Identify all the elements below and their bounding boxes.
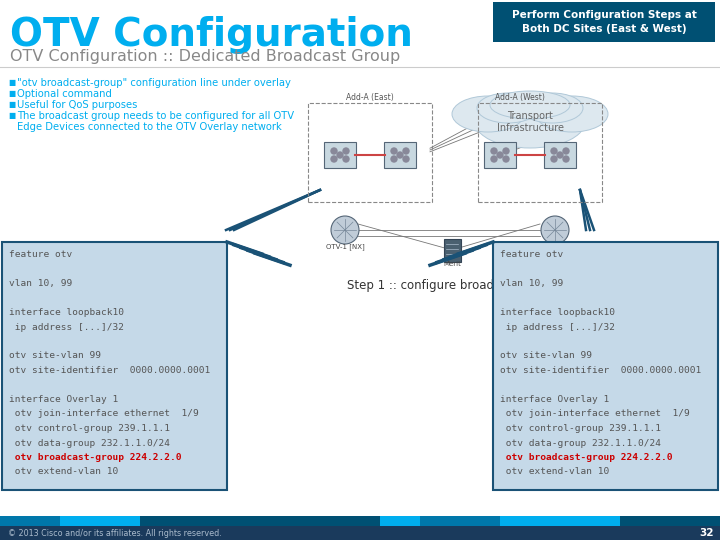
Text: interface Overlay 1: interface Overlay 1 <box>500 395 609 404</box>
Circle shape <box>503 148 509 154</box>
Text: ip address [...]/32: ip address [...]/32 <box>9 322 124 332</box>
FancyBboxPatch shape <box>544 142 576 168</box>
Text: otv control-group 239.1.1.1: otv control-group 239.1.1.1 <box>500 424 661 433</box>
Circle shape <box>551 156 557 162</box>
Text: ■: ■ <box>8 100 15 109</box>
Bar <box>140 516 380 526</box>
Text: © 2013 Cisco and/or its affiliates. All rights reserved.: © 2013 Cisco and/or its affiliates. All … <box>8 529 222 537</box>
Circle shape <box>403 156 409 162</box>
Circle shape <box>331 156 337 162</box>
Text: otv join-interface ethernet  1/9: otv join-interface ethernet 1/9 <box>9 409 199 418</box>
Bar <box>0 516 60 526</box>
Circle shape <box>563 148 569 154</box>
Circle shape <box>491 156 497 162</box>
Text: Add-A (West): Add-A (West) <box>495 93 545 102</box>
Text: otv extend-vlan 10: otv extend-vlan 10 <box>500 468 609 476</box>
Text: Add-A (East): Add-A (East) <box>346 93 394 102</box>
Text: 32: 32 <box>700 528 714 538</box>
Text: vlan 10, 99: vlan 10, 99 <box>9 279 72 288</box>
Ellipse shape <box>490 91 570 119</box>
Text: otv broadcast-group 224.2.2.0: otv broadcast-group 224.2.2.0 <box>9 453 181 462</box>
Text: otv site-identifier  0000.0000.0001: otv site-identifier 0000.0000.0001 <box>9 366 210 375</box>
Text: Step 1 :: configure broadcast group: Step 1 :: configure broadcast group <box>347 279 557 292</box>
Circle shape <box>331 148 337 154</box>
Text: OTV-2 [NX]: OTV-2 [NX] <box>536 243 575 249</box>
Text: otv control-group 239.1.1.1: otv control-group 239.1.1.1 <box>9 424 170 433</box>
Bar <box>500 516 620 526</box>
Text: Edge Devices connected to the OTV Overlay network: Edge Devices connected to the OTV Overla… <box>17 122 282 132</box>
Circle shape <box>563 156 569 162</box>
Text: Optional command: Optional command <box>17 89 112 99</box>
FancyBboxPatch shape <box>484 142 516 168</box>
Circle shape <box>397 152 403 158</box>
Text: ip address [...]/32: ip address [...]/32 <box>500 322 615 332</box>
Text: otv join-interface ethernet  1/9: otv join-interface ethernet 1/9 <box>500 409 690 418</box>
Circle shape <box>391 148 397 154</box>
Bar <box>420 516 500 526</box>
Bar <box>620 516 720 526</box>
Circle shape <box>337 152 343 158</box>
Text: otv data-group 232.1.1.0/24: otv data-group 232.1.1.0/24 <box>500 438 661 448</box>
FancyBboxPatch shape <box>384 142 416 168</box>
Text: OTV Configuration :: Dedicated Broadcast Group: OTV Configuration :: Dedicated Broadcast… <box>10 49 400 64</box>
Ellipse shape <box>452 96 524 132</box>
FancyBboxPatch shape <box>324 142 356 168</box>
Text: The broadcast group needs to be configured for all OTV: The broadcast group needs to be configur… <box>17 111 294 121</box>
Circle shape <box>343 156 349 162</box>
FancyBboxPatch shape <box>444 239 461 261</box>
Bar <box>380 516 420 526</box>
Text: ■: ■ <box>8 111 15 120</box>
Ellipse shape <box>521 93 583 123</box>
Text: otv extend-vlan 10: otv extend-vlan 10 <box>9 468 118 476</box>
Text: Merit: Merit <box>443 261 461 267</box>
Circle shape <box>491 148 497 154</box>
Circle shape <box>403 148 409 154</box>
Circle shape <box>541 216 569 244</box>
Text: Perform Configuration Steps at
Both DC Sites (East & West): Perform Configuration Steps at Both DC S… <box>512 10 696 35</box>
Text: feature otv: feature otv <box>9 250 72 259</box>
Ellipse shape <box>536 96 608 132</box>
Circle shape <box>551 148 557 154</box>
Text: otv site-vlan 99: otv site-vlan 99 <box>9 352 101 361</box>
Text: interface loopback10: interface loopback10 <box>500 308 615 317</box>
Text: OTV-1 [NX]: OTV-1 [NX] <box>325 243 364 249</box>
Circle shape <box>503 156 509 162</box>
Bar <box>60 516 140 526</box>
Ellipse shape <box>475 96 585 148</box>
Text: otv data-group 232.1.1.0/24: otv data-group 232.1.1.0/24 <box>9 438 170 448</box>
Circle shape <box>391 156 397 162</box>
Circle shape <box>343 148 349 154</box>
Text: vlan 10, 99: vlan 10, 99 <box>500 279 563 288</box>
Circle shape <box>557 152 563 158</box>
Text: "otv broadcast-group" configuration line under overlay: "otv broadcast-group" configuration line… <box>17 78 291 88</box>
Text: interface Overlay 1: interface Overlay 1 <box>9 395 118 404</box>
Text: OTV Configuration: OTV Configuration <box>10 16 413 54</box>
Text: interface loopback10: interface loopback10 <box>9 308 124 317</box>
Circle shape <box>497 152 503 158</box>
Text: feature otv: feature otv <box>500 250 563 259</box>
Text: Useful for QoS purposes: Useful for QoS purposes <box>17 100 138 110</box>
FancyBboxPatch shape <box>2 242 227 490</box>
Circle shape <box>331 216 359 244</box>
Text: Transport
Infrastructure: Transport Infrastructure <box>497 111 564 133</box>
Ellipse shape <box>477 93 539 123</box>
Bar <box>0 526 720 540</box>
Text: ■: ■ <box>8 89 15 98</box>
Text: otv site-vlan 99: otv site-vlan 99 <box>500 352 592 361</box>
FancyBboxPatch shape <box>493 2 715 42</box>
Text: ■: ■ <box>8 78 15 87</box>
Text: otv site-identifier  0000.0000.0001: otv site-identifier 0000.0000.0001 <box>500 366 701 375</box>
Text: otv broadcast-group 224.2.2.0: otv broadcast-group 224.2.2.0 <box>500 453 672 462</box>
FancyBboxPatch shape <box>493 242 718 490</box>
